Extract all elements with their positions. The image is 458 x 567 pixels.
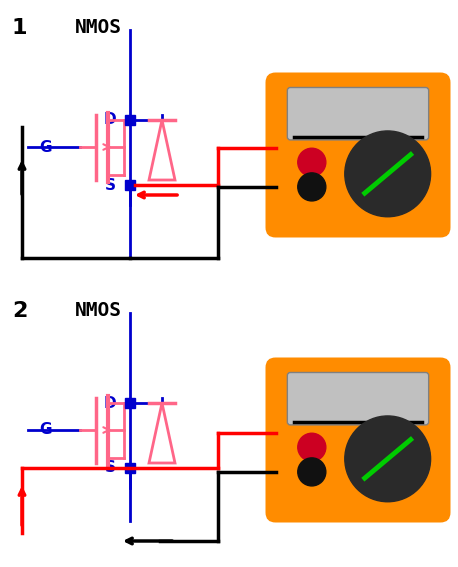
Circle shape: [298, 148, 326, 176]
FancyBboxPatch shape: [266, 358, 451, 523]
Text: D: D: [104, 112, 116, 128]
Circle shape: [298, 173, 326, 201]
FancyBboxPatch shape: [266, 73, 451, 238]
Text: G: G: [40, 139, 52, 154]
Text: NMOS: NMOS: [75, 18, 122, 37]
Circle shape: [298, 433, 326, 462]
Text: G: G: [40, 422, 52, 438]
Text: NMOS: NMOS: [75, 301, 122, 320]
Text: 2: 2: [12, 301, 27, 321]
Text: S: S: [105, 177, 116, 193]
Circle shape: [345, 131, 431, 217]
FancyBboxPatch shape: [287, 373, 429, 425]
Text: 1: 1: [12, 18, 27, 38]
Circle shape: [345, 416, 431, 502]
Circle shape: [298, 458, 326, 486]
Text: S: S: [105, 460, 116, 476]
Text: D: D: [104, 396, 116, 411]
FancyBboxPatch shape: [287, 87, 429, 140]
